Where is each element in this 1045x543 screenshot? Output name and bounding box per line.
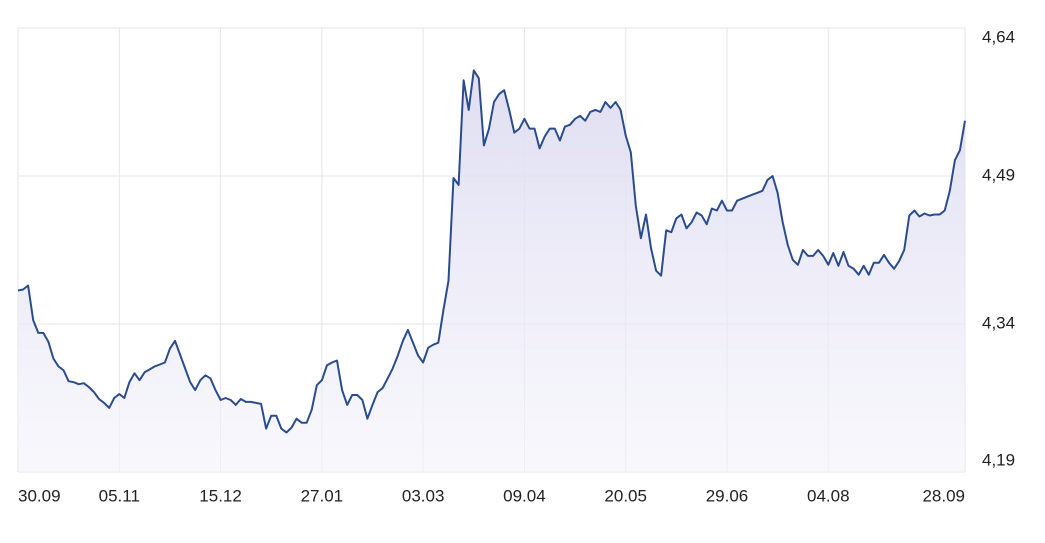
- y-tick-label: 4,19: [982, 450, 1015, 469]
- y-tick-label: 4,34: [982, 313, 1015, 332]
- x-tick-label: 09.04: [503, 486, 546, 505]
- x-tick-label: 29.06: [706, 486, 749, 505]
- x-tick-label: 28.09: [922, 486, 965, 505]
- x-tick-label: 30.09: [18, 486, 61, 505]
- area: [18, 70, 965, 473]
- x-tick-label: 03.03: [402, 486, 445, 505]
- x-tick-label: 05.11: [99, 486, 140, 505]
- y-tick-label: 4,49: [982, 165, 1015, 184]
- x-tick-label: 04.08: [807, 486, 850, 505]
- x-tick-label: 15.12: [199, 486, 242, 505]
- x-tick-label: 20.05: [604, 486, 647, 505]
- y-tick-label: 4,64: [982, 27, 1015, 46]
- line: [17, 69, 966, 434]
- x-tick-label: 27.01: [301, 486, 344, 505]
